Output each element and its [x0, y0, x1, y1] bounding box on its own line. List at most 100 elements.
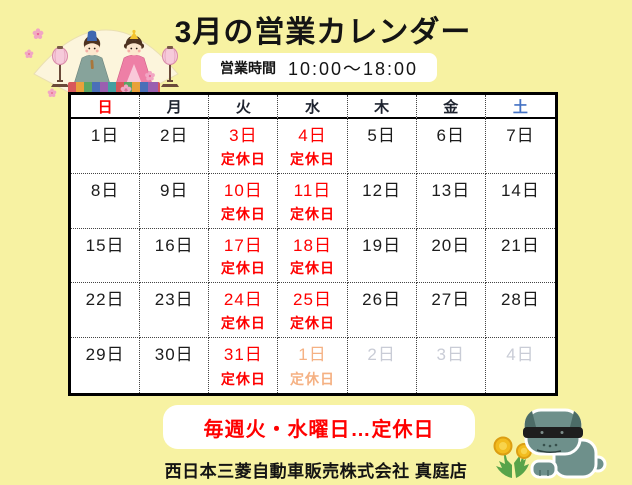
closed-days-notice: 毎週火・水曜日…定休日	[163, 405, 475, 449]
date-label: 3日	[229, 126, 258, 145]
calendar-cell: 11日定休日	[278, 173, 348, 229]
company-name: 西日本三菱自動車販売株式会社 真庭店	[164, 462, 468, 481]
date-label: 25日	[293, 290, 332, 310]
calendar-cell: 10日定休日	[209, 173, 279, 229]
date-label: 9日	[159, 180, 189, 200]
weekday-header-wed: 水	[278, 95, 348, 119]
date-label: 28日	[500, 290, 540, 310]
date-label: 19日	[362, 235, 402, 255]
calendar-cell: 26日	[347, 283, 417, 339]
hina-dolls-icon	[24, 28, 179, 98]
closed-day-label: 定休日	[220, 150, 266, 167]
date-label: 1日	[90, 126, 120, 145]
date-label: 5日	[367, 126, 396, 145]
calendar-cell: 2日	[348, 338, 417, 393]
calendar-table: 日月火水木金土 1日 2日 3日 定休日 4日 定休日 5日 6日 7日 8日 9日 10日 定休日 11日…	[68, 92, 558, 396]
business-hours-badge: 営業時間 10:00～18:00	[201, 53, 437, 82]
calendar-cell: 4日定休日	[278, 119, 348, 174]
calendar-cell: 23日	[140, 283, 210, 339]
calendar-cell: 1日定休日	[278, 338, 348, 393]
calendar-cell: 22日	[71, 283, 141, 339]
date-label: 20日	[431, 235, 471, 255]
weekday-header-tue: 火	[209, 95, 279, 119]
striped-dais	[68, 82, 160, 94]
closed-day-label: 定休日	[289, 370, 335, 387]
date-label: 2日	[367, 345, 396, 365]
weekday-header-fri: 金	[416, 95, 486, 119]
calendar-cell: 25日定休日	[278, 283, 348, 339]
bonbori-lantern-left	[51, 46, 69, 87]
date-label: 31日	[223, 345, 263, 365]
calendar-cell: 15日	[71, 228, 141, 284]
date-label: 12日	[362, 180, 402, 200]
date-label: 11日	[293, 180, 332, 200]
calendar-cell: 9日	[140, 173, 210, 229]
calendar-cell: 28日	[485, 283, 555, 339]
date-label: 14日	[500, 180, 540, 200]
closed-day-label: 定休日	[220, 260, 266, 277]
date-label: 17日	[223, 235, 263, 255]
closed-day-label: 定休日	[220, 205, 266, 222]
calendar-cell: 20日	[416, 228, 486, 284]
date-label: 27日	[431, 290, 471, 310]
calendar-cell: 31日定休日	[209, 338, 279, 393]
date-label: 23日	[154, 290, 194, 310]
female-hina-doll	[115, 29, 153, 85]
closed-day-label: 定休日	[289, 205, 335, 222]
calendar-cell: 29日	[71, 338, 141, 393]
dandelion-icon	[493, 436, 532, 478]
date-label: 7日	[506, 126, 535, 145]
date-label: 21日	[500, 235, 540, 255]
calendar-cell: 17日定休日	[209, 228, 279, 284]
calendar-cell: 21日	[485, 229, 555, 284]
business-hours-label: 営業時間	[219, 59, 276, 76]
date-label: 10日	[223, 180, 263, 200]
calendar-cell: 18日定休日	[278, 228, 348, 284]
calendar-cell: 1日	[71, 119, 141, 174]
date-label: 4日	[298, 126, 327, 145]
date-label: 16日	[154, 235, 194, 255]
date-label: 6日	[436, 126, 465, 145]
date-label: 26日	[362, 290, 402, 310]
date-label: 29日	[85, 345, 125, 365]
date-label: 3日	[436, 345, 465, 365]
calendar-cell: 30日	[140, 338, 210, 393]
dog-mascot-icon	[493, 408, 607, 479]
dog-body	[523, 408, 607, 479]
calendar-cell: 2日	[140, 119, 210, 174]
date-label: 22日	[85, 290, 125, 310]
closed-day-label: 定休日	[289, 150, 335, 167]
calendar-cell: 6日	[416, 119, 486, 174]
calendar-cell: 13日	[416, 173, 486, 229]
date-label: 24日	[223, 290, 263, 310]
page-title: 3月の営業カレンダー	[174, 16, 472, 49]
weekday-header-sun: 日	[71, 95, 141, 119]
calendar-cell: 12日	[347, 173, 417, 229]
calendar-cell: 3日定休日	[209, 119, 279, 174]
date-label: 30日	[154, 345, 194, 365]
closed-day-label: 定休日	[289, 260, 335, 277]
calendar-cell: 3日	[417, 338, 486, 393]
closed-day-label: 定休日	[220, 370, 266, 387]
closed-day-label: 定休日	[289, 315, 335, 332]
calendar-cell: 5日	[347, 119, 417, 174]
calendar-cell: 27日	[416, 283, 486, 339]
calendar-cell: 4日	[486, 338, 555, 393]
date-label: 8日	[90, 180, 120, 200]
closed-day-label: 定休日	[220, 315, 266, 332]
date-label: 1日	[298, 345, 327, 365]
bonbori-lantern-right	[161, 46, 179, 87]
calendar-cell: 19日	[347, 228, 417, 284]
male-hina-doll	[73, 30, 111, 85]
date-label: 13日	[431, 180, 471, 200]
weekday-header-mon: 月	[140, 95, 210, 119]
weekday-header-thu: 木	[347, 95, 417, 119]
date-label: 4日	[506, 345, 535, 365]
date-label: 15日	[85, 235, 125, 255]
calendar-cell: 8日	[71, 173, 141, 229]
date-label: 18日	[293, 235, 332, 255]
calendar-cell: 14日	[485, 174, 555, 229]
closed-days-notice-text: 毎週火・水曜日…定休日	[203, 418, 435, 441]
calendar-cell: 24日定休日	[209, 283, 279, 339]
business-hours-value: 10:00～18:00	[287, 58, 419, 79]
